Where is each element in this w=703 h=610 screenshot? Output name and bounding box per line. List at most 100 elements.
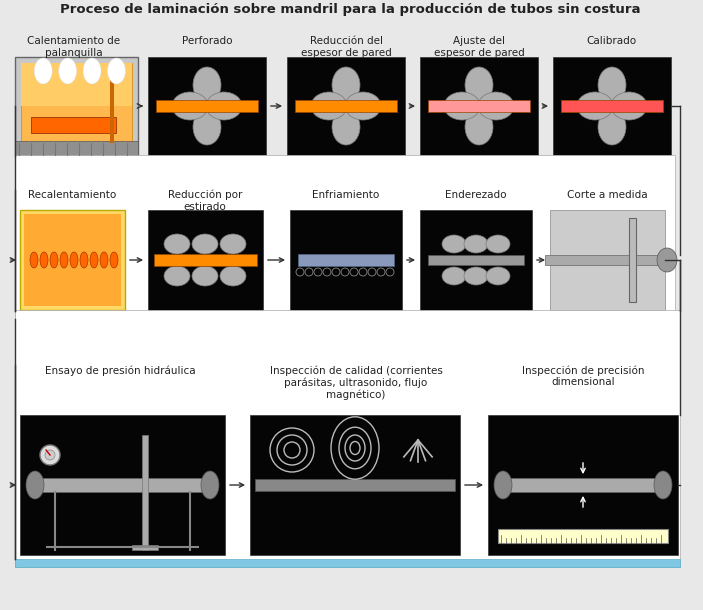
Bar [156, 100, 258, 112]
Ellipse shape [192, 234, 218, 254]
Bar [553, 57, 671, 155]
Ellipse shape [206, 92, 242, 120]
Ellipse shape [332, 109, 360, 145]
Bar [154, 254, 257, 266]
Text: Proceso de laminación sobre mandril para la producción de tubos sin costura: Proceso de laminación sobre mandril para… [60, 3, 640, 16]
Ellipse shape [478, 92, 514, 120]
Ellipse shape [220, 234, 246, 254]
Bar [295, 100, 397, 112]
Text: Ensayo de presión hidráulica: Ensayo de presión hidráulica [45, 365, 195, 376]
Bar [550, 210, 665, 310]
Ellipse shape [442, 235, 466, 253]
Ellipse shape [345, 92, 381, 120]
Text: Enderezado: Enderezado [445, 190, 507, 200]
Ellipse shape [100, 252, 108, 268]
Bar [15, 311, 670, 319]
Ellipse shape [60, 252, 68, 268]
Ellipse shape [657, 248, 677, 272]
Bar [488, 415, 678, 555]
Ellipse shape [311, 92, 347, 120]
Ellipse shape [201, 471, 219, 499]
Ellipse shape [444, 92, 480, 120]
Bar [629, 218, 636, 302]
Ellipse shape [598, 109, 626, 145]
Ellipse shape [40, 445, 60, 465]
Bar [298, 254, 394, 266]
Bar [503, 478, 663, 492]
Ellipse shape [464, 267, 488, 285]
Ellipse shape [172, 92, 208, 120]
Bar [498, 529, 668, 543]
Ellipse shape [465, 67, 493, 103]
Bar [428, 100, 530, 112]
Text: Inspección de precisión
dimensional: Inspección de precisión dimensional [522, 365, 644, 387]
Bar [21, 63, 132, 143]
Ellipse shape [494, 471, 512, 499]
Bar [561, 100, 663, 112]
Ellipse shape [486, 267, 510, 285]
Ellipse shape [70, 252, 78, 268]
Bar [142, 435, 148, 550]
Text: Perforado: Perforado [182, 36, 232, 46]
Bar [148, 210, 263, 310]
Ellipse shape [193, 67, 221, 103]
Ellipse shape [30, 252, 38, 268]
Ellipse shape [110, 252, 118, 268]
Bar [21, 63, 132, 106]
Ellipse shape [50, 252, 58, 268]
Ellipse shape [90, 252, 98, 268]
Bar [15, 155, 675, 322]
Ellipse shape [193, 109, 221, 145]
Ellipse shape [26, 471, 44, 499]
Ellipse shape [58, 58, 77, 84]
Ellipse shape [654, 471, 672, 499]
Ellipse shape [45, 450, 55, 460]
Text: Corte a medida: Corte a medida [567, 190, 647, 200]
Ellipse shape [34, 58, 52, 84]
Text: Reducción por
estirado: Reducción por estirado [168, 190, 243, 212]
Ellipse shape [40, 252, 48, 268]
Text: Reducción del
espesor de pared: Reducción del espesor de pared [301, 36, 392, 57]
Text: Calibrado: Calibrado [586, 36, 636, 46]
Ellipse shape [332, 67, 360, 103]
Text: Calentamiento de
palanquilla: Calentamiento de palanquilla [27, 36, 120, 57]
Bar [15, 141, 138, 155]
Ellipse shape [108, 58, 125, 84]
Text: Enfriamiento: Enfriamiento [312, 190, 380, 200]
Bar [110, 63, 114, 143]
Bar [24, 214, 121, 306]
Ellipse shape [598, 67, 626, 103]
Bar [15, 156, 670, 164]
Text: Ajuste del
espesor de pared: Ajuste del espesor de pared [434, 36, 524, 57]
Ellipse shape [164, 234, 190, 254]
Ellipse shape [164, 266, 190, 286]
Bar [31, 117, 116, 133]
Bar [15, 559, 680, 567]
Bar [15, 310, 680, 567]
Ellipse shape [577, 92, 613, 120]
Ellipse shape [220, 266, 246, 286]
Bar [420, 210, 532, 310]
Text: Inspección de calidad (corrientes
parásitas, ultrasonido, flujo
magnético): Inspección de calidad (corrientes parási… [269, 365, 442, 400]
Bar [428, 255, 524, 265]
Ellipse shape [611, 92, 647, 120]
Ellipse shape [80, 252, 88, 268]
Bar [545, 255, 665, 265]
Bar [20, 210, 125, 310]
Bar [255, 479, 455, 491]
Bar [148, 57, 266, 155]
Ellipse shape [486, 235, 510, 253]
Ellipse shape [442, 267, 466, 285]
Text: Recalentamiento: Recalentamiento [28, 190, 116, 200]
Bar [15, 57, 138, 155]
Ellipse shape [83, 58, 101, 84]
Bar [132, 545, 158, 550]
Bar [20, 415, 225, 555]
Bar [287, 57, 405, 155]
Bar [290, 210, 402, 310]
Ellipse shape [465, 109, 493, 145]
Ellipse shape [464, 235, 488, 253]
Bar [420, 57, 538, 155]
Ellipse shape [192, 266, 218, 286]
Bar [35, 478, 210, 492]
